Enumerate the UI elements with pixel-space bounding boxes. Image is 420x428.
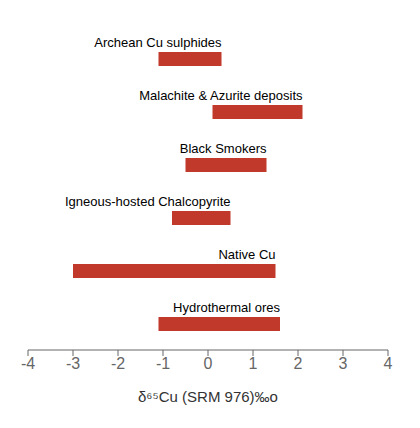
svg-text:-4: -4 bbox=[21, 355, 35, 372]
svg-text:-1: -1 bbox=[156, 355, 170, 372]
svg-text:Igneous-hosted Chalcopyrite: Igneous-hosted Chalcopyrite bbox=[65, 194, 231, 209]
svg-text:3: 3 bbox=[339, 355, 348, 372]
svg-text:Archean Cu sulphides: Archean Cu sulphides bbox=[94, 35, 222, 50]
svg-text:1: 1 bbox=[249, 355, 258, 372]
svg-text:Malachite & Azurite deposits: Malachite & Azurite deposits bbox=[139, 88, 303, 103]
svg-text:Black Smokers: Black Smokers bbox=[180, 141, 267, 156]
svg-text:0: 0 bbox=[204, 355, 213, 372]
svg-text:δ⁶⁵Cu (SRM 976)‰o: δ⁶⁵Cu (SRM 976)‰o bbox=[138, 388, 278, 405]
svg-text:4: 4 bbox=[384, 355, 393, 372]
svg-text:-2: -2 bbox=[111, 355, 125, 372]
svg-text:Hydrothermal ores: Hydrothermal ores bbox=[173, 300, 280, 315]
svg-text:2: 2 bbox=[294, 355, 303, 372]
svg-text:-3: -3 bbox=[66, 355, 80, 372]
svg-text:Native Cu: Native Cu bbox=[218, 247, 275, 262]
